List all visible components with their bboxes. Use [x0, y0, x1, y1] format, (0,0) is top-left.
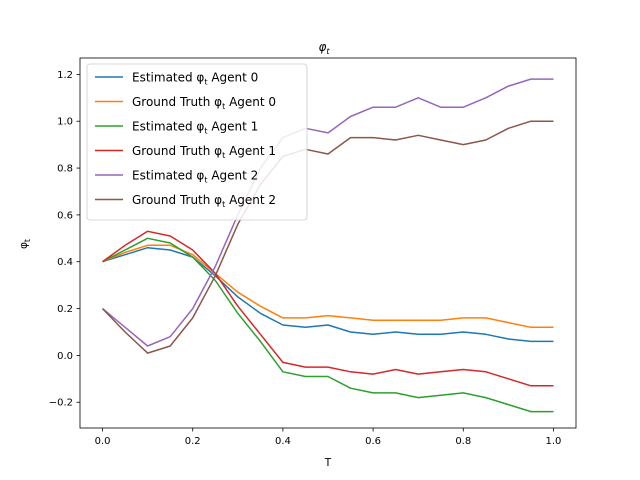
series-line-5: [101, 120, 554, 354]
legend-box: [86, 63, 308, 221]
legend-label-4: Estimated φt Agent 2: [132, 169, 258, 185]
y-tick-label: 0.6: [57, 210, 73, 221]
x-tick-label: 0.2: [185, 436, 201, 447]
y-tick-label: 0.0: [57, 351, 73, 362]
y-tick-label: 0.4: [57, 257, 73, 268]
x-axis-label: T: [324, 457, 332, 469]
y-tick-label: 1.2: [57, 70, 73, 81]
series-line-3: [102, 230, 554, 387]
y-axis-label: φt: [18, 239, 32, 249]
y-tick-label: −0.2: [49, 398, 73, 409]
legend-items: Estimated φt Agent 0 Ground Truth φt Agen…: [95, 71, 276, 209]
x-tick-label: 0.8: [455, 436, 471, 447]
y-tick-label: 0.2: [57, 304, 73, 315]
y-tick-label: 1.0: [57, 117, 73, 128]
chart-title: φt: [318, 40, 330, 56]
series-line-1: [102, 244, 554, 329]
series-line-4: [102, 78, 554, 347]
legend-label-0: Estimated φt Agent 0: [132, 71, 258, 87]
legend-label-3: Ground Truth φt Agent 1: [132, 144, 276, 160]
legend-label-2: Estimated φt Agent 1: [132, 120, 258, 136]
x-tick-label: 0.0: [95, 436, 111, 447]
plot-lines: [101, 78, 554, 413]
legend: Estimated φt Agent 0 Ground Truth φt Agen…: [86, 63, 308, 221]
legend-label-1: Ground Truth φt Agent 0: [132, 95, 276, 111]
y-axis-ticks: −0.2 0.0 0.2 0.4 0.6 0.8 1.0 1.2: [49, 70, 80, 409]
x-tick-label: 1.0: [546, 436, 562, 447]
x-tick-label: 0.4: [275, 436, 291, 447]
plot-frame: [79, 57, 577, 429]
series-line-2: [102, 237, 554, 413]
x-axis-ticks: 0.0 0.2 0.4 0.6 0.8 1.0: [95, 428, 562, 447]
y-tick-label: 0.8: [57, 164, 73, 175]
legend-label-5: Ground Truth φt Agent 2: [132, 193, 276, 209]
series-line-0: [102, 246, 554, 343]
x-tick-label: 0.6: [365, 436, 381, 447]
